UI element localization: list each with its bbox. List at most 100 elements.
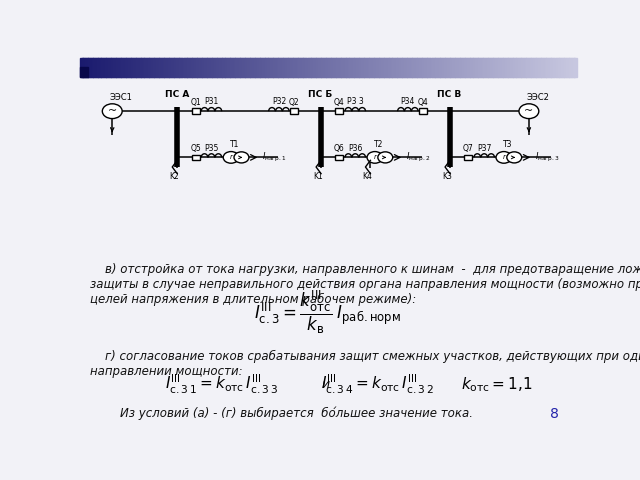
Bar xyxy=(307,58,309,77)
Text: ЭЭС2: ЭЭС2 xyxy=(527,93,549,102)
Text: r: r xyxy=(230,155,232,160)
Bar xyxy=(176,58,179,77)
Bar xyxy=(367,58,371,77)
Bar xyxy=(401,58,403,77)
Bar xyxy=(383,58,385,77)
Bar xyxy=(291,108,298,114)
Bar xyxy=(460,58,463,77)
Bar xyxy=(515,58,518,77)
Bar xyxy=(199,58,202,77)
Text: T1: T1 xyxy=(230,140,239,149)
Bar xyxy=(133,58,136,77)
Bar xyxy=(547,58,549,77)
Bar xyxy=(80,67,88,77)
Bar xyxy=(173,58,175,77)
Bar xyxy=(191,155,200,160)
Text: 8: 8 xyxy=(550,407,559,420)
Bar xyxy=(424,58,426,77)
Bar xyxy=(364,58,367,77)
Bar xyxy=(126,58,129,77)
Bar xyxy=(386,58,388,77)
Bar xyxy=(474,58,476,77)
Bar xyxy=(83,58,86,77)
Bar xyxy=(479,58,481,77)
Bar xyxy=(468,58,471,77)
Text: Q4: Q4 xyxy=(334,97,345,107)
Bar xyxy=(305,58,307,77)
Bar xyxy=(522,58,524,77)
Bar xyxy=(356,58,359,77)
Bar xyxy=(159,58,162,77)
Bar xyxy=(406,58,408,77)
Bar xyxy=(227,58,230,77)
Text: $I_{\rm нагр.1}$: $I_{\rm нагр.1}$ xyxy=(262,151,287,164)
Bar xyxy=(417,58,420,77)
Text: r: r xyxy=(373,155,376,160)
Bar xyxy=(480,58,483,77)
Bar xyxy=(166,58,168,77)
Bar xyxy=(196,58,198,77)
Text: ~: ~ xyxy=(108,106,117,116)
Text: K2: K2 xyxy=(170,172,179,181)
Circle shape xyxy=(507,152,522,163)
Bar xyxy=(419,108,428,114)
Bar xyxy=(273,58,276,77)
Bar xyxy=(118,58,121,77)
Bar xyxy=(333,58,335,77)
Bar xyxy=(568,58,570,77)
Bar xyxy=(216,58,218,77)
Bar xyxy=(415,58,419,77)
Bar xyxy=(181,58,184,77)
Bar xyxy=(523,58,525,77)
Bar xyxy=(82,58,84,77)
Bar xyxy=(250,58,253,77)
Bar xyxy=(154,58,157,77)
Bar xyxy=(157,58,161,77)
Bar xyxy=(106,58,109,77)
Bar xyxy=(111,58,114,77)
Bar xyxy=(328,58,331,77)
Bar xyxy=(189,58,192,77)
Circle shape xyxy=(496,152,511,163)
Bar xyxy=(369,58,372,77)
Bar xyxy=(191,58,193,77)
Bar xyxy=(426,58,428,77)
Bar xyxy=(313,58,316,77)
Bar xyxy=(554,58,557,77)
Bar xyxy=(97,58,99,77)
Bar xyxy=(349,58,352,77)
Bar xyxy=(186,58,188,77)
Bar xyxy=(335,58,337,77)
Bar xyxy=(237,58,240,77)
Text: ЭЭС1: ЭЭС1 xyxy=(110,93,132,102)
Bar xyxy=(361,58,364,77)
Text: ~: ~ xyxy=(524,106,534,116)
Bar xyxy=(483,58,486,77)
Bar xyxy=(472,58,474,77)
Bar xyxy=(269,58,271,77)
Bar xyxy=(500,58,502,77)
Bar xyxy=(188,58,190,77)
Bar xyxy=(123,58,125,77)
Bar xyxy=(330,58,332,77)
Bar xyxy=(116,58,119,77)
Bar xyxy=(449,58,451,77)
Bar xyxy=(232,58,235,77)
Bar xyxy=(315,58,317,77)
Bar xyxy=(530,58,532,77)
Bar xyxy=(536,58,539,77)
Bar xyxy=(129,58,132,77)
Bar xyxy=(234,58,236,77)
Bar xyxy=(131,58,134,77)
Bar xyxy=(280,58,283,77)
Bar xyxy=(156,58,159,77)
Bar xyxy=(241,58,243,77)
Bar xyxy=(202,58,205,77)
Bar xyxy=(507,58,509,77)
Bar xyxy=(92,58,94,77)
Text: P37: P37 xyxy=(477,144,492,153)
Bar xyxy=(194,58,196,77)
Bar xyxy=(134,58,137,77)
Bar xyxy=(346,58,349,77)
Bar xyxy=(88,58,91,77)
